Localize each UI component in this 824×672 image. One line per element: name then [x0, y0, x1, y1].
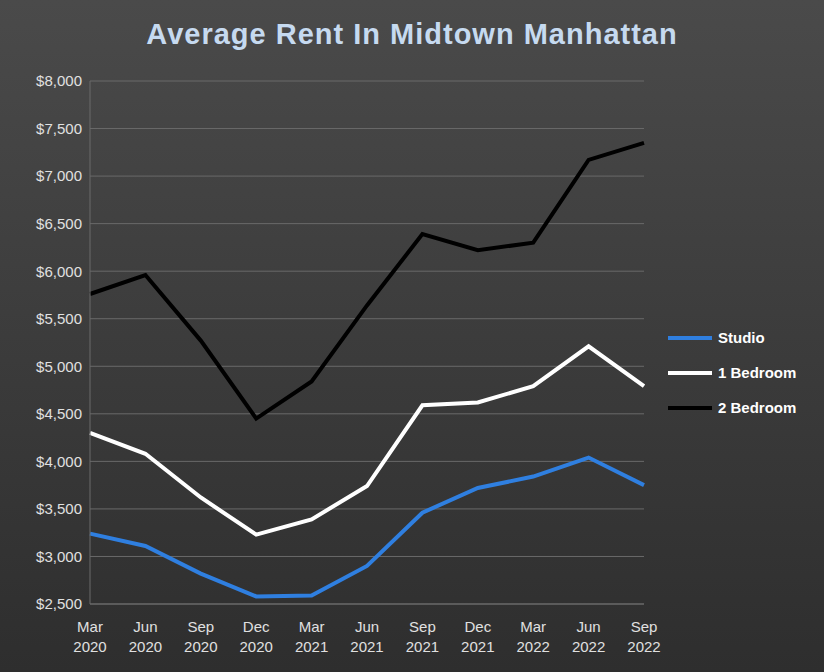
svg-text:Jun2022: Jun2022 — [572, 618, 605, 655]
svg-text:$5,000: $5,000 — [36, 358, 82, 375]
svg-text:$4,500: $4,500 — [36, 405, 82, 422]
svg-text:$8,000: $8,000 — [36, 72, 82, 89]
svg-text:$3,000: $3,000 — [36, 548, 82, 565]
svg-text:Sep2020: Sep2020 — [184, 618, 217, 655]
html-text:Average Rent In Midtown Manhat: Average Rent In Midtown Manhattan — [146, 18, 678, 50]
svg-text:Mar2020: Mar2020 — [73, 618, 106, 655]
svg-text:Sep2021: Sep2021 — [406, 618, 439, 655]
svg-text:$6,000: $6,000 — [36, 263, 82, 280]
svg-text:$6,500: $6,500 — [36, 215, 82, 232]
svg-text:$7,500: $7,500 — [36, 120, 82, 137]
html-text:Studio: Studio — [718, 329, 765, 346]
svg-text:Dec2020: Dec2020 — [240, 618, 273, 655]
svg-text:Dec2021: Dec2021 — [461, 618, 494, 655]
svg-text:Jun2020: Jun2020 — [129, 618, 162, 655]
html-text:1 Bedroom: 1 Bedroom — [718, 364, 797, 381]
svg-text:Mar2022: Mar2022 — [517, 618, 550, 655]
svg-text:Jun2021: Jun2021 — [350, 618, 383, 655]
svg-text:$5,500: $5,500 — [36, 310, 82, 327]
svg-text:$4,000: $4,000 — [36, 453, 82, 470]
html-text:2 Bedroom: 2 Bedroom — [718, 399, 797, 416]
svg-text:$3,500: $3,500 — [36, 500, 82, 517]
svg-text:$2,500: $2,500 — [36, 595, 82, 612]
svg-text:Mar2021: Mar2021 — [295, 618, 328, 655]
svg-text:Sep2022: Sep2022 — [627, 618, 660, 655]
svg-text:$7,000: $7,000 — [36, 167, 82, 184]
